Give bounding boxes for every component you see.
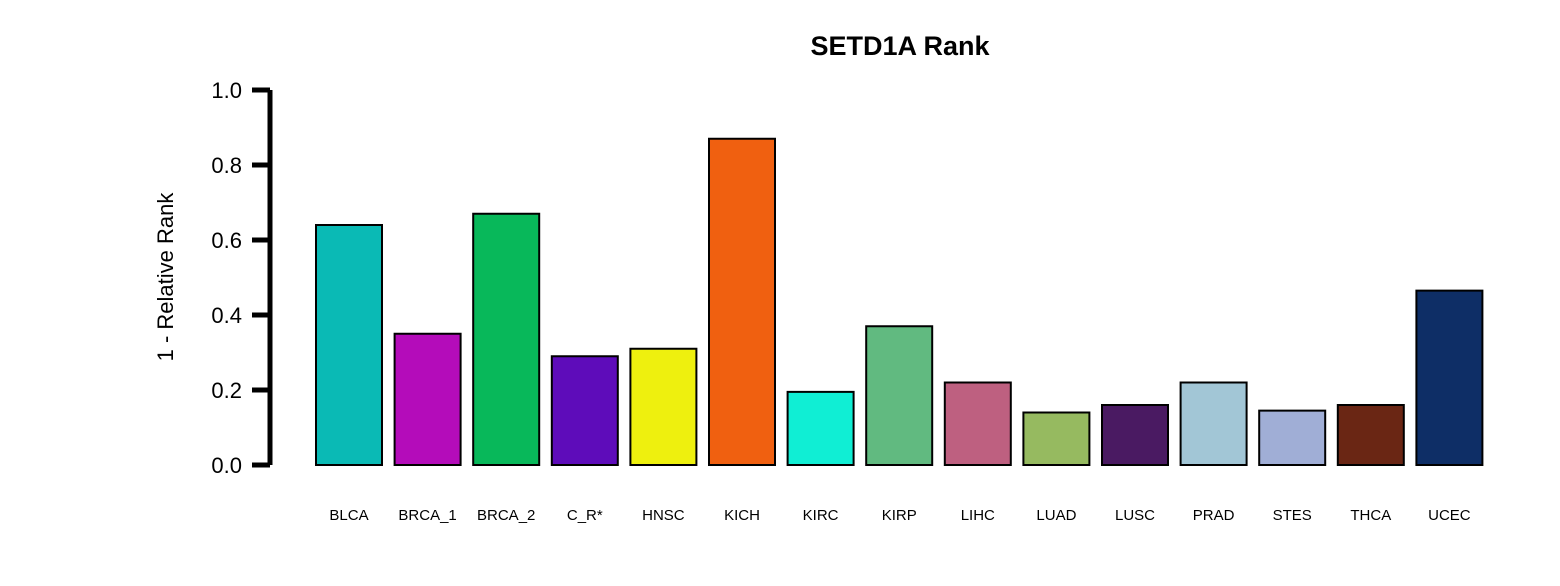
- x-tick-label: THCA: [1350, 507, 1391, 524]
- x-tick-label: STES: [1273, 507, 1312, 524]
- y-axis: 0.0 0.2 0.4 0.6 0.8 1.0: [211, 78, 273, 478]
- x-tick-label: KIRP: [882, 507, 917, 524]
- y-tick-label: 0.8: [211, 153, 242, 178]
- x-tick-label: UCEC: [1428, 507, 1471, 524]
- y-tick-label: 0.0: [211, 453, 242, 478]
- bar-lusc: [1101, 404, 1169, 466]
- bar-kich: [708, 137, 776, 466]
- bar-c-r: [550, 355, 619, 466]
- bar-ucec: [1415, 289, 1484, 466]
- x-tick-label: KICH: [724, 507, 760, 524]
- x-tick-labels: BLCA BRCA_1 BRCA_2 C_R* HNSC KICH KIRC KIRP LIHC…: [329, 507, 1470, 524]
- x-tick-label: LIHC: [961, 507, 995, 524]
- x-tick-label: C_R*: [567, 507, 603, 524]
- bar-brca-1: [393, 332, 462, 466]
- bar-thca: [1336, 404, 1405, 466]
- y-axis-label: 1 - Relative Rank: [153, 192, 178, 362]
- bar-kirc: [786, 390, 855, 466]
- y-tick-label: 0.2: [211, 378, 242, 403]
- x-tick-label: PRAD: [1193, 507, 1235, 524]
- x-tick-label: BLCA: [329, 507, 368, 524]
- x-tick-label: LUAD: [1036, 507, 1076, 524]
- x-tick-label: KIRC: [803, 507, 839, 524]
- bar-brca-2: [472, 212, 541, 466]
- y-tick-label: 1.0: [211, 78, 242, 103]
- bar-blca: [315, 224, 383, 466]
- bar-lihc: [943, 381, 1012, 466]
- x-tick-label: BRCA_1: [398, 507, 456, 524]
- bars: [315, 137, 1484, 466]
- x-tick-label: LUSC: [1115, 507, 1155, 524]
- x-tick-label: HNSC: [642, 507, 685, 524]
- chart-title: SETD1A Rank: [810, 31, 990, 61]
- bar-luad: [1022, 411, 1091, 466]
- bar-prad: [1179, 381, 1248, 466]
- y-tick-label: 0.4: [211, 303, 242, 328]
- bar-stes: [1258, 409, 1327, 466]
- bar-hnsc: [629, 347, 698, 466]
- y-tick-label: 0.6: [211, 228, 242, 253]
- x-tick-label: BRCA_2: [477, 507, 535, 524]
- bar-kirp: [865, 325, 934, 466]
